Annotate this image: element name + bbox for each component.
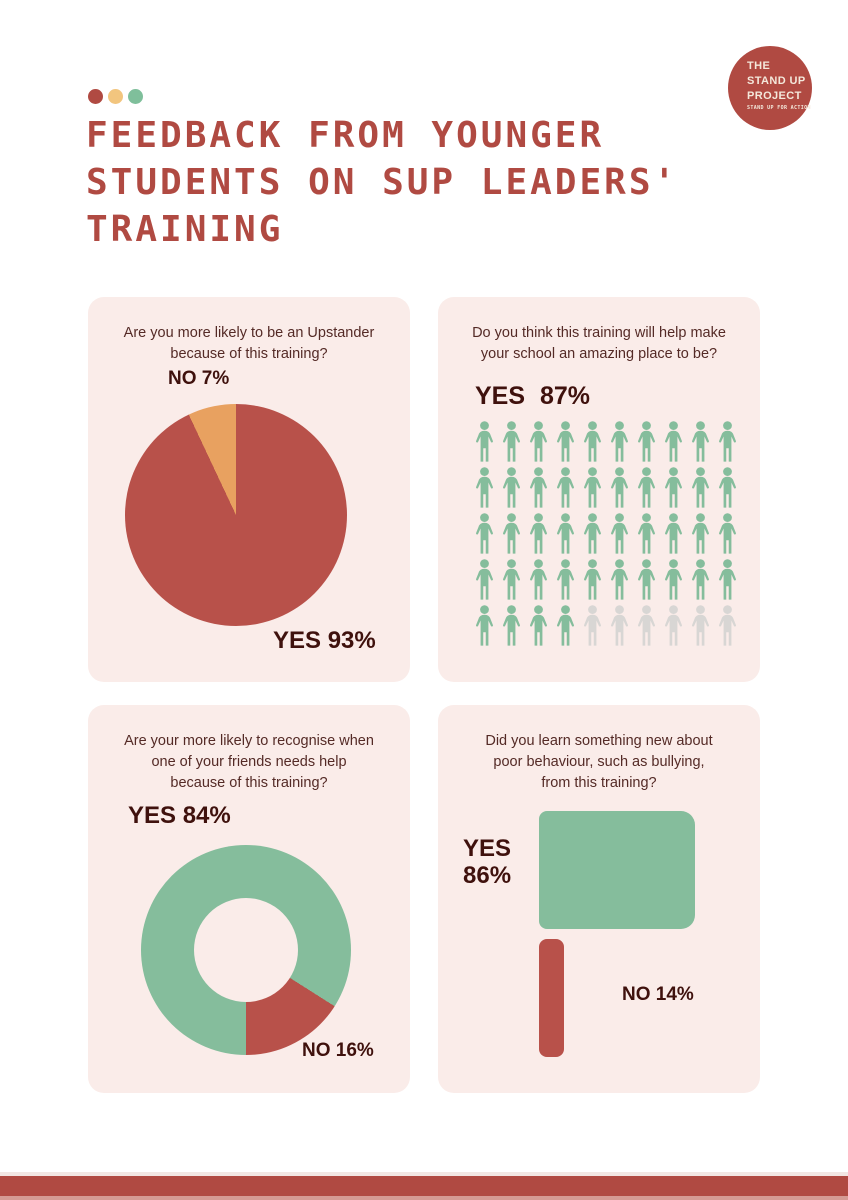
page-title-line: STUDENTS ON SUP LEADERS'	[86, 162, 679, 203]
person-icon	[552, 559, 579, 601]
pictogram-grid	[471, 421, 741, 647]
person-icon	[687, 513, 714, 555]
person-icon	[660, 421, 687, 463]
yes-percentage-label: YES 84%	[128, 802, 231, 829]
person-icon	[525, 421, 552, 463]
person-icon	[525, 605, 552, 647]
stand-up-project-logo: THE STAND UP PROJECT STAND UP FOR ACTION	[728, 46, 812, 130]
person-icon	[471, 605, 498, 647]
person-icon	[579, 467, 606, 509]
footer-divider	[0, 1172, 848, 1176]
footer-accent-stripe	[0, 1196, 848, 1200]
person-icon	[471, 467, 498, 509]
person-icon	[579, 513, 606, 555]
green-dot-icon	[128, 89, 143, 104]
person-icon	[687, 467, 714, 509]
question-text: Do you think this training will help mak…	[472, 325, 726, 362]
person-icon	[552, 421, 579, 463]
yes-bar	[539, 811, 695, 929]
yellow-dot-icon	[108, 89, 123, 104]
person-icon	[606, 559, 633, 601]
person-icon	[471, 513, 498, 555]
person-icon	[498, 421, 525, 463]
person-icon	[579, 421, 606, 463]
person-icon	[471, 559, 498, 601]
red-dot-icon	[88, 89, 103, 104]
person-icon	[633, 605, 660, 647]
logo-tagline: STAND UP FOR ACTION	[747, 105, 811, 111]
yes-percentage-label: YES 87%	[475, 382, 591, 410]
no-percentage-label: NO 16%	[302, 1040, 374, 1061]
person-icon	[660, 605, 687, 647]
donut-hole	[194, 898, 298, 1002]
person-icon	[552, 605, 579, 647]
donut-chart	[141, 845, 351, 1055]
person-icon	[498, 513, 525, 555]
person-icon	[606, 421, 633, 463]
panel-upstander-pie: Are you more likely to be an Upstander b…	[88, 297, 410, 682]
question-text: Are your more likely to recognise when o…	[124, 733, 374, 791]
person-icon	[552, 467, 579, 509]
person-icon	[579, 559, 606, 601]
page-title-line: FEEDBACK FROM YOUNGER	[86, 115, 605, 156]
person-icon	[633, 421, 660, 463]
person-icon	[606, 513, 633, 555]
person-icon	[525, 513, 552, 555]
page-title-line: TRAINING	[86, 209, 284, 250]
page-title: FEEDBACK FROM YOUNGER STUDENTS ON SUP LE…	[86, 112, 678, 253]
question-text: Did you learn something new about poor b…	[485, 733, 713, 791]
person-icon	[525, 559, 552, 601]
person-icon	[714, 513, 741, 555]
person-icon	[633, 513, 660, 555]
pie-chart	[125, 404, 347, 626]
person-icon	[714, 467, 741, 509]
person-icon	[525, 467, 552, 509]
person-icon	[633, 467, 660, 509]
person-icon	[579, 605, 606, 647]
person-icon	[687, 605, 714, 647]
footer-red-stripe	[0, 1176, 848, 1196]
panel-recognise-donut: Are your more likely to recognise when o…	[88, 705, 410, 1093]
person-icon	[552, 513, 579, 555]
person-icon	[498, 467, 525, 509]
person-icon	[714, 605, 741, 647]
person-icon	[471, 421, 498, 463]
person-icon	[687, 559, 714, 601]
no-percentage-label: NO 7%	[168, 368, 230, 389]
person-icon	[687, 421, 714, 463]
person-icon	[660, 559, 687, 601]
person-icon	[633, 559, 660, 601]
person-icon	[606, 467, 633, 509]
person-icon	[714, 559, 741, 601]
person-icon	[660, 467, 687, 509]
yes-percentage-label: YES 86%	[463, 835, 512, 889]
logo-text: THE STAND UP PROJECT	[747, 60, 806, 102]
panel-school-pictogram: Do you think this training will help mak…	[438, 297, 760, 682]
no-percentage-label: NO 14%	[622, 984, 694, 1005]
question-text: Are you more likely to be an Upstander b…	[123, 325, 375, 362]
yes-percentage-label: YES 93%	[273, 627, 376, 654]
person-icon	[660, 513, 687, 555]
person-icon	[606, 605, 633, 647]
panel-learning-bars: Did you learn something new about poor b…	[438, 705, 760, 1093]
person-icon	[714, 421, 741, 463]
person-icon	[498, 605, 525, 647]
person-icon	[498, 559, 525, 601]
decorative-dots	[88, 89, 143, 104]
no-bar	[539, 939, 564, 1057]
